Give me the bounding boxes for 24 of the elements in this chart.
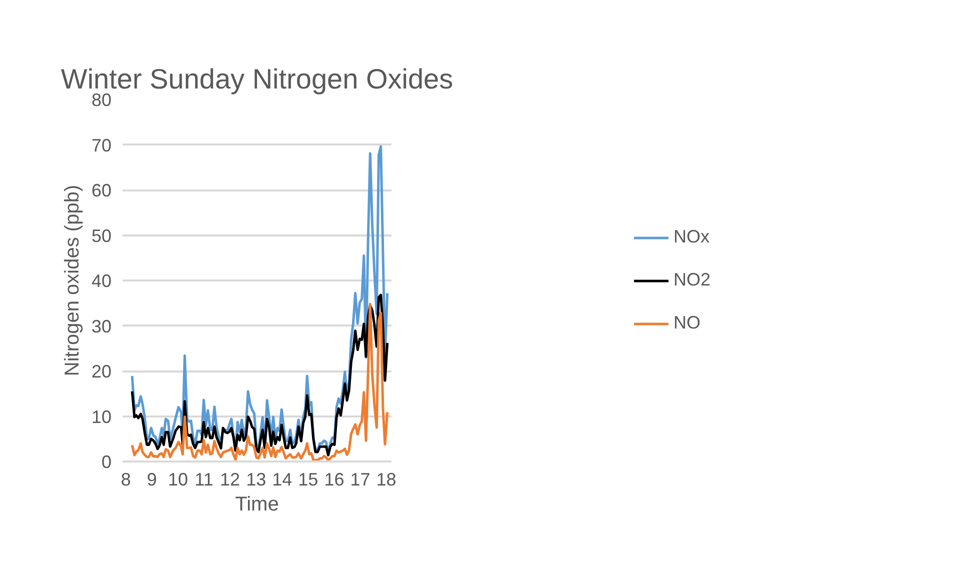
x-tick-label: 8: [120, 470, 131, 490]
y-tick-label: 0: [101, 452, 112, 472]
y-tick-label: 50: [91, 226, 112, 246]
y-tick-label: 70: [91, 135, 112, 156]
x-tick-label: 15: [298, 470, 318, 490]
x-tick-label: 9: [146, 470, 157, 490]
y-tick-label: 10: [91, 406, 112, 427]
x-tick-label: 17: [350, 470, 370, 490]
y-tick-label: 60: [91, 180, 112, 200]
x-tick-label: 16: [324, 470, 344, 490]
x-axis-title: Time: [235, 494, 279, 516]
x-tick-label: 14: [272, 470, 292, 490]
x-tick-label: 10: [168, 470, 188, 490]
y-tick-label: 40: [91, 271, 112, 291]
y-tick-label: 20: [91, 362, 112, 382]
y-axis-title: Nitrogen oxides (ppb): [61, 184, 84, 376]
x-tick-label: 11: [194, 470, 214, 490]
x-tick-label: 12: [220, 470, 240, 490]
x-tick-label: 18: [376, 470, 396, 490]
legend-label: NO2: [673, 270, 711, 290]
legend-label: NOx: [673, 226, 710, 248]
y-tick-label: 30: [91, 316, 112, 336]
x-tick-label: 13: [246, 470, 266, 490]
legend-label: NO: [673, 312, 700, 334]
